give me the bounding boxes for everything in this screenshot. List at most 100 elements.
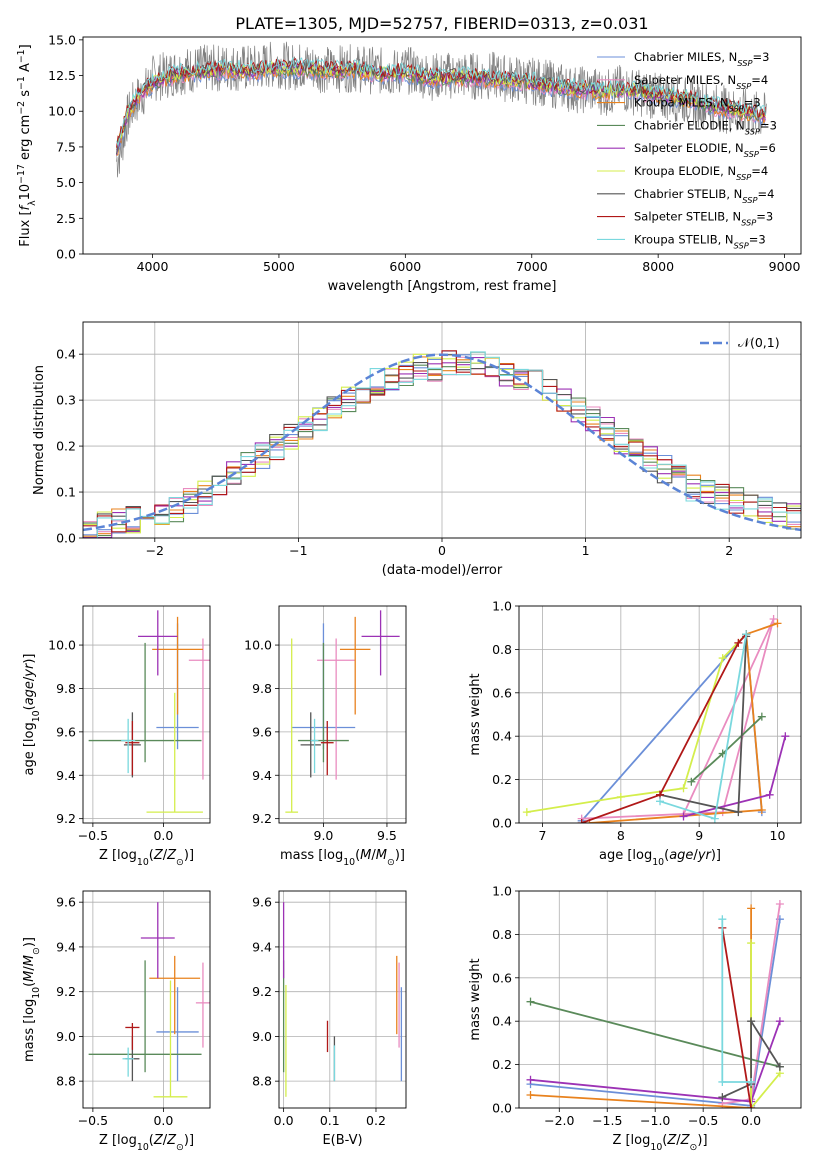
mass-weight-marker — [775, 900, 784, 909]
x-tick-label: −0.5 — [78, 1113, 108, 1128]
x-axis-label: Z [log10(Z/Z⊙)] — [612, 1133, 707, 1153]
x-tick-label: 8 — [617, 828, 625, 843]
mass-weight-line — [581, 632, 763, 822]
mass-weight-marker — [526, 1090, 535, 1099]
x-tick-label: −0.5 — [78, 828, 108, 843]
mass-weight-marker — [773, 619, 782, 628]
y-axis-label: mass weight — [468, 958, 483, 1040]
plot-area — [83, 350, 801, 538]
mass-weight-marker — [656, 797, 664, 806]
axes-frame — [82, 321, 802, 539]
axes-frame — [278, 605, 407, 824]
x-tick-label: 0.0 — [741, 1113, 761, 1128]
mass-weight-marker — [577, 819, 586, 823]
x-axis-label: age [log10(age/yr)] — [599, 848, 721, 868]
x-tick-label: −1.5 — [592, 1113, 622, 1128]
y-tick-label: 2.5 — [56, 211, 76, 226]
y-axis-label: mass weight — [468, 673, 483, 755]
mass-weight-marker — [526, 1075, 535, 1084]
x-tick-label: 0.0 — [274, 1113, 294, 1128]
y-tick-label: 9.0 — [56, 1029, 76, 1044]
mass-weight-marker — [747, 904, 756, 913]
plot-area — [282, 902, 403, 1097]
y-tick-label: 0.2 — [492, 1057, 512, 1072]
y-tick-label: 9.2 — [56, 811, 76, 826]
mass-weight-marker — [718, 1093, 727, 1102]
x-axis-label: E(B-V) — [322, 1133, 362, 1148]
plot-area — [285, 610, 400, 813]
y-tick-label: 0.0 — [492, 1101, 512, 1116]
x-tick-label: −1 — [289, 543, 307, 558]
spectrum-legend: Chabrier MILES, NSSP=3 Salpeter MILES, NS… — [597, 50, 777, 250]
legend-label: 𝒩(0,1) — [738, 335, 780, 350]
x-tick-label: −2 — [146, 543, 164, 558]
mass-weight-marker — [747, 1017, 756, 1026]
mass-weight-marker — [781, 732, 790, 741]
mass-weight-marker — [769, 615, 778, 624]
legend-label: Salpeter MILES, NSSP=4 — [634, 73, 768, 91]
plot-area — [522, 615, 790, 823]
x-tick-label: 7000 — [516, 259, 548, 274]
axes-frame — [278, 890, 407, 1109]
y-tick-label: 10.0 — [48, 638, 76, 653]
x-tick-label: −2.0 — [544, 1113, 574, 1128]
normal-reference-curve — [83, 353, 801, 532]
spectrum-model-line — [116, 64, 766, 157]
axes-frame — [82, 605, 211, 824]
y-tick-label: 9.6 — [252, 724, 272, 739]
y-tick-label: 0.6 — [492, 970, 512, 985]
legend-label: Kroupa MILES, NSSP=3 — [634, 96, 761, 114]
spectrum-model-line — [116, 57, 766, 148]
x-axis-label: wavelength [Angstrom, rest frame] — [328, 279, 557, 294]
y-tick-label: 9.4 — [56, 768, 76, 783]
x-axis-label: mass [log10(M/M⊙)] — [280, 848, 405, 868]
y-axis-label: mass [log10(M/M⊙)] — [22, 937, 42, 1062]
y-tick-label: 0.1 — [56, 485, 76, 500]
y-tick-label: 15.0 — [48, 32, 76, 47]
x-axis-label: (data-model)/error — [382, 563, 503, 578]
mass-weight-marker — [775, 1017, 784, 1026]
y-tick-label: 9.6 — [56, 895, 76, 910]
chart-age-vs-Z: −0.5 0.0 9.2 9.4 9.6 9.8 10.0 Z [log10(Z/Z⊙)] ag… — [22, 605, 211, 868]
x-tick-label: 10 — [770, 828, 786, 843]
chart-residuals: −2 −1 0 1 2 0.0 0.1 0.2 0.3 0.4 (data-model)/error… — [32, 321, 802, 578]
y-tick-label: 7.5 — [56, 139, 76, 154]
mass-weight-marker — [718, 654, 727, 663]
x-tick-label: 9.5 — [377, 828, 397, 843]
x-tick-label: 2 — [725, 543, 733, 558]
mass-weight-marker — [747, 1104, 756, 1108]
mass-weight-marker — [616, 792, 625, 801]
y-tick-label: 0.8 — [492, 927, 512, 942]
y-tick-label: 0.3 — [56, 393, 76, 408]
legend-label: Kroupa ELODIE, NSSP=4 — [634, 164, 768, 182]
legend-label: Chabrier ELODIE, NSSP=3 — [634, 118, 777, 136]
figure-title: PLATE=1305, MJD=52757, FIBERID=0313, z=0… — [235, 14, 648, 33]
y-tick-label: 0.2 — [492, 772, 512, 787]
legend-label: Salpeter STELIB, NSSP=3 — [634, 210, 773, 228]
x-tick-label: −1.0 — [640, 1113, 670, 1128]
mass-weight-line — [589, 622, 778, 823]
y-tick-label: 9.8 — [56, 681, 76, 696]
x-tick-label: 8000 — [642, 259, 674, 274]
y-tick-label: 0.4 — [492, 1014, 512, 1029]
residual-histogram-step — [83, 350, 801, 533]
plot-area — [88, 610, 210, 813]
x-tick-label: 9.0 — [314, 828, 334, 843]
y-tick-label: 9.2 — [252, 984, 272, 999]
mass-weight-marker — [687, 777, 696, 786]
mass-weight-line — [530, 1000, 781, 1068]
y-tick-label: 9.4 — [56, 939, 76, 954]
axes-frame — [518, 890, 802, 1109]
mass-weight-marker — [757, 805, 766, 814]
y-tick-label: 0.6 — [492, 685, 512, 700]
y-tick-label: 0.0 — [56, 247, 76, 262]
x-tick-label: 4000 — [137, 259, 169, 274]
chart-mass-vs-ebv: 0.0 0.1 0.2 8.8 9.0 9.2 9.4 9.6 E(B-V) — [252, 890, 407, 1148]
mass-weight-marker — [765, 790, 774, 799]
y-tick-label: 10.0 — [48, 104, 76, 119]
y-tick-label: 9.2 — [252, 811, 272, 826]
x-tick-label: 0.0 — [153, 1113, 173, 1128]
y-tick-label: 12.5 — [48, 68, 76, 83]
y-tick-label: 9.4 — [252, 768, 272, 783]
mass-weight-line — [750, 943, 781, 1108]
